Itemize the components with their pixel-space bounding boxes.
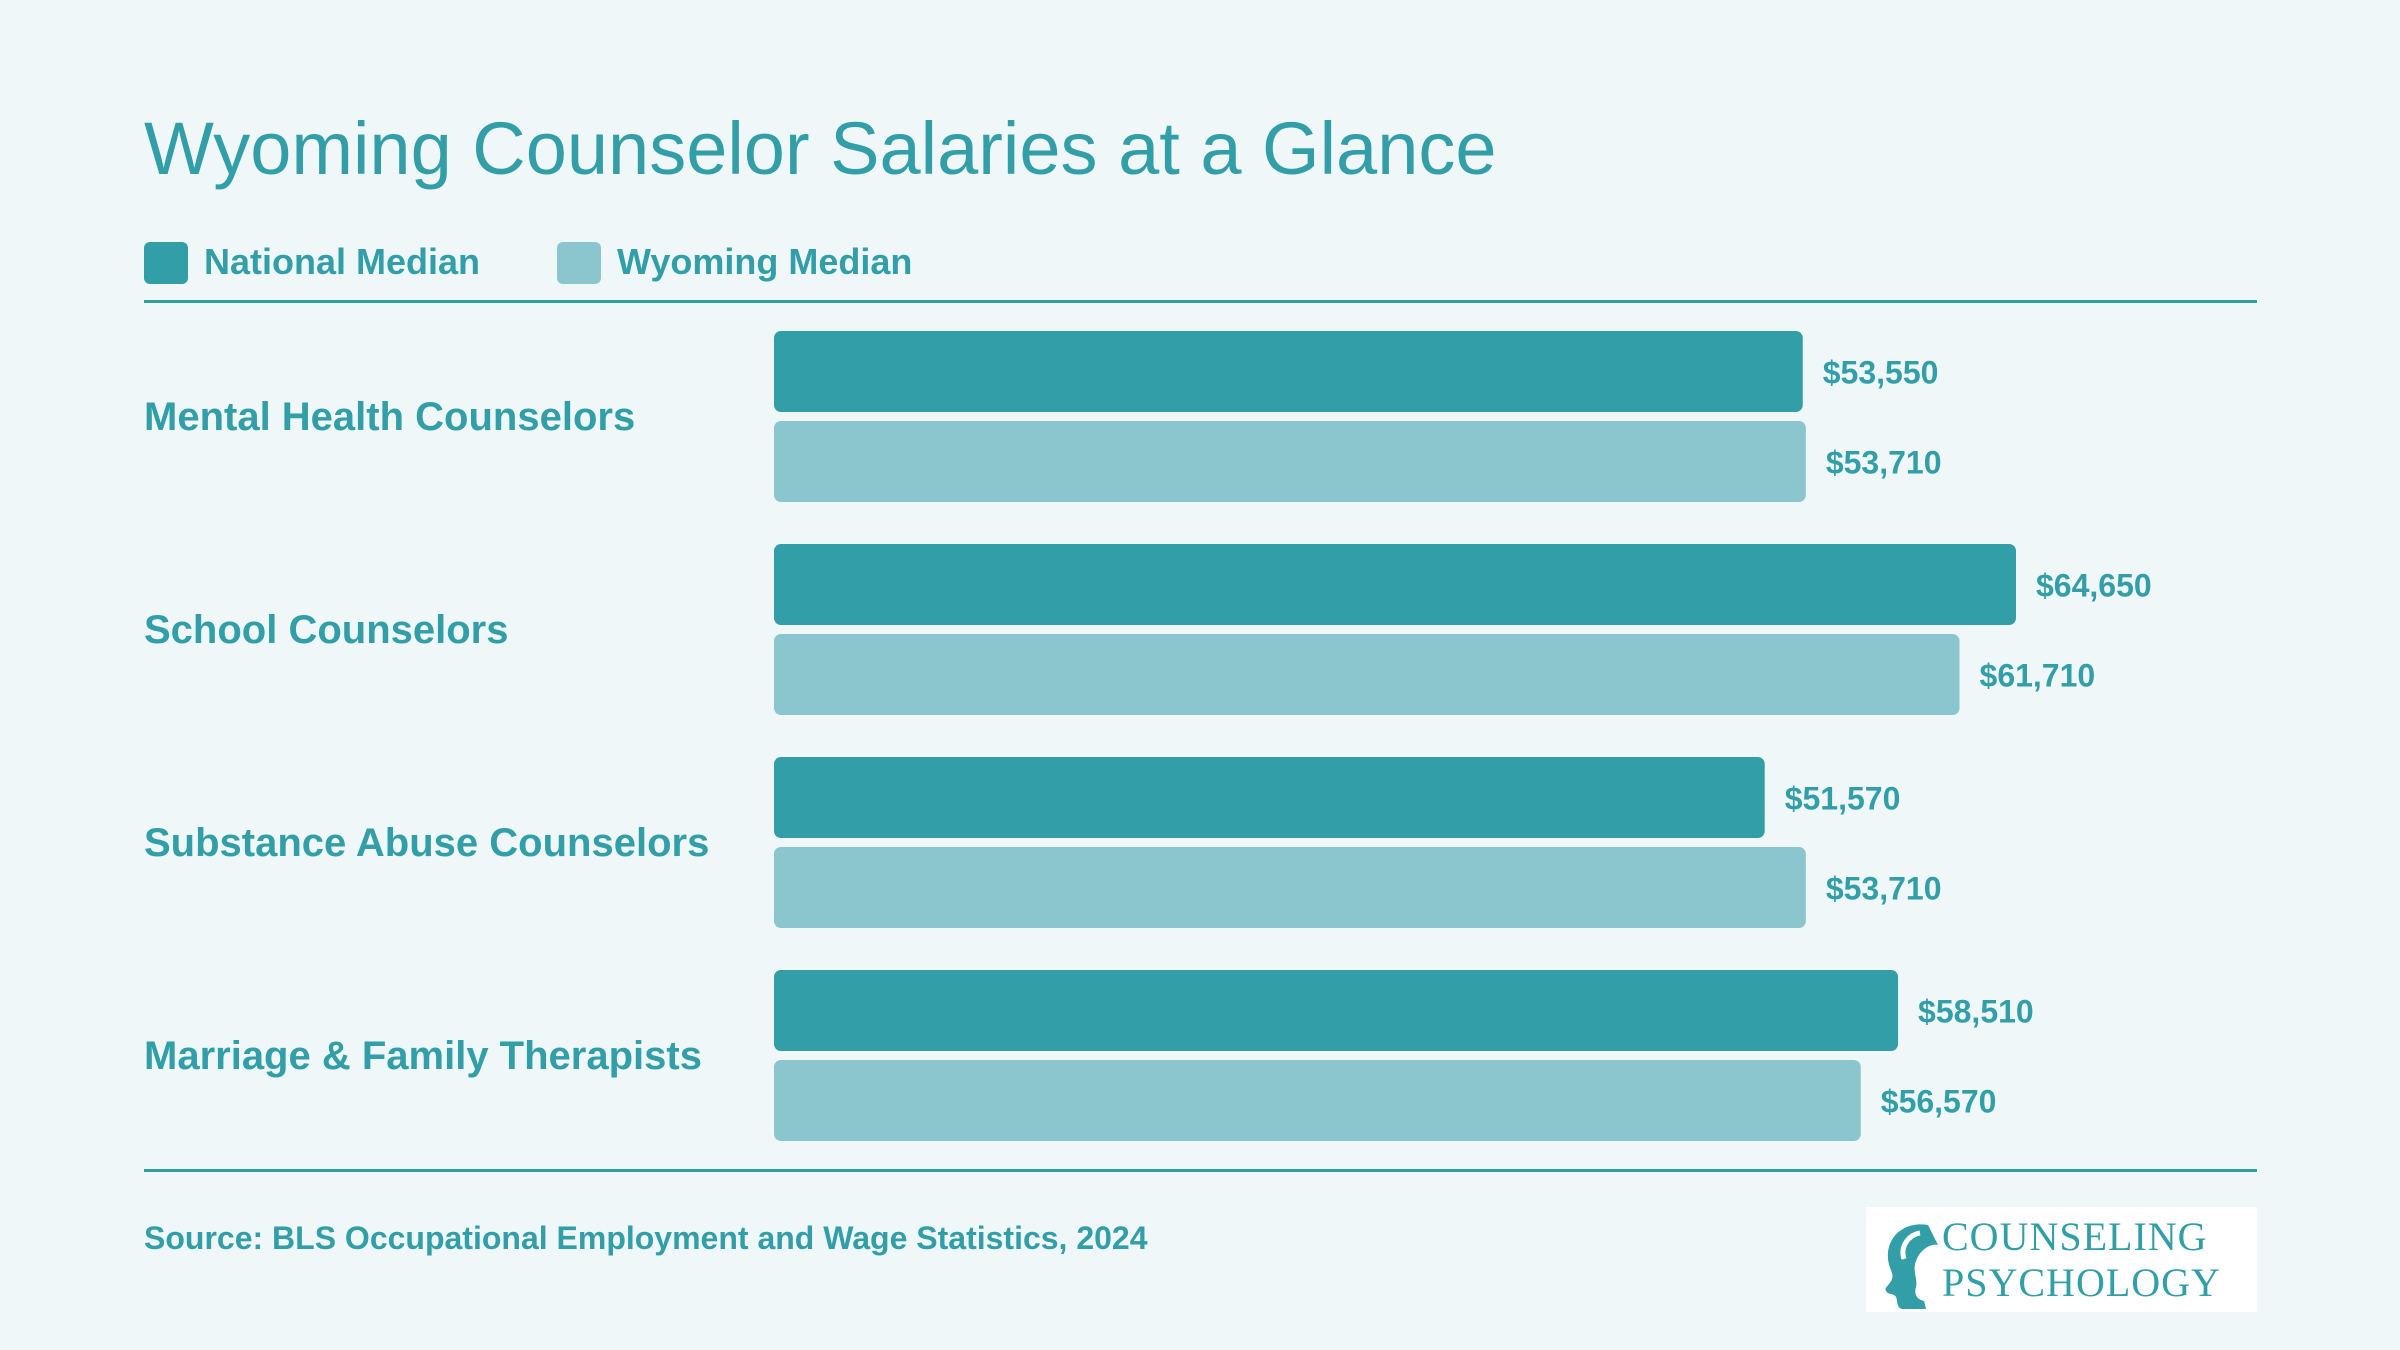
counseling-psychology-logo: COUNSELING PSYCHOLOGY	[1866, 1207, 2257, 1312]
value-label-national-median-substance-abuse-counselors: $51,570	[1785, 781, 1901, 817]
bar-wyoming-median-mental-health-counselors	[774, 421, 1806, 502]
logo-text-psychology: PSYCHOLOGY	[1942, 1260, 2221, 1305]
bar-wyoming-median-school-counselors	[774, 634, 1960, 715]
value-label-national-median-school-counselors: $64,650	[2036, 568, 2152, 604]
head-profile-icon	[1885, 1224, 1938, 1309]
logo-text-counseling: COUNSELING	[1942, 1214, 2208, 1259]
source-note: Source: BLS Occupational Employment and …	[144, 1220, 1148, 1256]
value-label-wyoming-median-mental-health-counselors: $53,710	[1826, 445, 1942, 481]
bottom-divider	[144, 1169, 2257, 1172]
bar-national-median-school-counselors	[774, 544, 2016, 625]
value-label-national-median-mental-health-counselors: $53,550	[1823, 355, 1939, 391]
legend-swatch-national	[144, 242, 188, 284]
legend-swatch-wyoming	[557, 242, 601, 284]
bar-wyoming-median-marriage-and-family-therapists	[774, 1060, 1861, 1141]
value-label-wyoming-median-school-counselors: $61,710	[1980, 658, 2096, 694]
bar-national-median-marriage-and-family-therapists	[774, 970, 1899, 1051]
legend-label-national: National Median	[204, 241, 481, 282]
value-label-wyoming-median-marriage-and-family-therapists: $56,570	[1881, 1084, 1997, 1120]
bar-wyoming-median-substance-abuse-counselors	[774, 847, 1806, 928]
bar-national-median-mental-health-counselors	[774, 331, 1803, 412]
legend-label-wyoming: Wyoming Median	[617, 241, 913, 282]
category-label-substance-abuse-counselors: Substance Abuse Counselors	[144, 820, 710, 865]
category-label-mental-health-counselors: Mental Health Counselors	[144, 394, 636, 439]
chart-title: Wyoming Counselor Salaries at a Glance	[144, 107, 1497, 190]
category-label-marriage-and-family-therapists: Marriage & Family Therapists	[144, 1033, 702, 1078]
bar-national-median-substance-abuse-counselors	[774, 757, 1765, 838]
top-divider	[144, 300, 2257, 303]
value-label-national-median-marriage-and-family-therapists: $58,510	[1918, 994, 2034, 1030]
value-label-wyoming-median-substance-abuse-counselors: $53,710	[1826, 871, 1942, 907]
category-label-school-counselors: School Counselors	[144, 607, 509, 652]
